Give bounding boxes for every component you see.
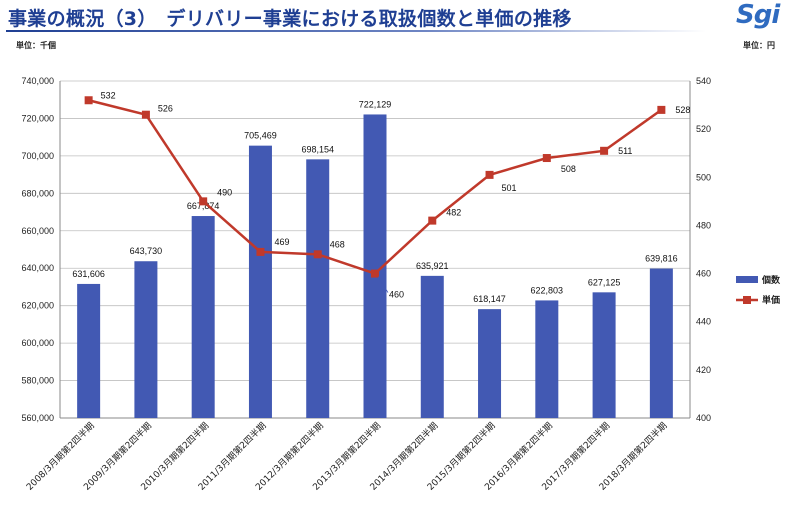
bar [420,275,444,418]
legend-swatch-bar [736,276,758,283]
bar-data-label: 631,606 [72,269,105,279]
bar-data-label: 722,129 [359,99,392,109]
y-left-tick-label: 600,000 [21,338,54,348]
legend-swatch-marker [743,296,751,304]
y-left-tick-label: 560,000 [21,413,54,423]
bar-data-label: 698,154 [301,144,334,154]
y-left-tick-label: 700,000 [21,151,54,161]
bar [248,145,272,418]
legend-label-line: 単価 [762,294,780,306]
bar-data-label: 667,874 [187,201,220,211]
line-point [542,154,551,163]
line-data-label: 501 [502,183,517,193]
right-axis-unit: 単位：円 [743,41,775,50]
bar-data-label: 635,921 [416,261,449,271]
y-left-tick-label: 660,000 [21,226,54,236]
bar-data-label: 627,125 [588,277,621,287]
y-left-tick-label: 720,000 [21,113,54,123]
bar [77,283,101,418]
bar-data-label: 705,469 [244,131,277,141]
title-underline [6,30,706,32]
line-data-label: 469 [274,237,289,247]
y-right-tick-label: 400 [696,413,711,423]
y-left-tick-label: 580,000 [21,376,54,386]
y-right-tick-label: 420 [696,365,711,375]
line-point [371,269,379,278]
y-left-tick-label: 740,000 [21,76,54,86]
y-left-tick-label: 680,000 [21,188,54,198]
bar-data-label: 618,147 [473,294,506,304]
bar-data-label: 622,803 [531,285,564,295]
y-right-tick-label: 480 [696,220,711,230]
line-data-label: 532 [101,90,116,100]
line-data-label: 528 [675,105,690,115]
company-logo: Sgi [736,0,780,30]
bar [191,216,215,418]
title-bar: 事業の概況（3） デリバリー事業における取扱個数と単価の推移 Sgi [0,0,800,36]
y-right-tick-label: 460 [696,269,711,279]
bar [306,159,330,418]
line-data-label: 490 [217,187,232,197]
line-point [600,146,609,155]
y-right-tick-label: 520 [696,124,711,134]
line-point [141,110,150,119]
bar [649,268,673,418]
legend-label-bar: 個数 [761,274,781,286]
line-point [657,105,666,114]
line-data-label: 511 [618,146,632,156]
y-left-tick-label: 620,000 [21,301,54,311]
y-right-tick-label: 440 [696,317,711,327]
bar [592,292,616,418]
line-data-label: 482 [446,208,461,218]
line-data-label: 526 [158,104,173,114]
line-point [199,197,208,206]
line-point [256,247,265,256]
line-point [313,250,322,259]
y-left-tick-label: 640,000 [21,263,54,273]
left-axis-unit: 単位：千個 [16,41,56,50]
bar-data-label: 639,816 [645,254,678,264]
bar [535,300,559,418]
line-point [428,216,437,225]
line-data-label: 508 [561,164,576,174]
y-right-tick-label: 540 [696,76,711,86]
label-leader [377,276,389,293]
bar [478,309,502,418]
bar-data-label: 643,730 [130,246,163,256]
line-data-label: 460 [389,290,404,300]
bar [363,114,387,418]
line-point [485,170,494,179]
bar [134,261,158,418]
y-right-tick-label: 500 [696,172,711,182]
line-point [84,96,93,105]
line-data-label: 468 [330,239,345,249]
page-title: 事業の概況（3） デリバリー事業における取扱個数と単価の推移 [8,8,572,30]
